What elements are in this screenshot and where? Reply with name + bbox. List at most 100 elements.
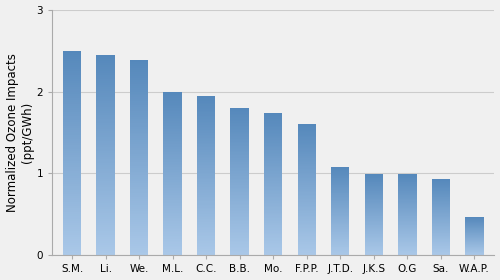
Bar: [432, 241, 450, 242]
Bar: [230, 129, 249, 130]
Bar: [465, 237, 483, 238]
Bar: [331, 196, 349, 197]
Bar: [230, 229, 249, 230]
Bar: [164, 239, 182, 241]
Bar: [298, 230, 316, 232]
Bar: [197, 155, 216, 157]
Bar: [164, 203, 182, 205]
Bar: [197, 217, 216, 219]
Bar: [130, 138, 148, 140]
Bar: [230, 127, 249, 129]
Bar: [164, 142, 182, 144]
Bar: [230, 146, 249, 148]
Bar: [96, 176, 115, 178]
Bar: [230, 114, 249, 115]
Bar: [432, 180, 450, 181]
Bar: [364, 242, 383, 243]
Bar: [230, 210, 249, 211]
Bar: [96, 206, 115, 207]
Bar: [264, 181, 282, 183]
Bar: [364, 201, 383, 202]
Bar: [96, 134, 115, 136]
Bar: [264, 156, 282, 157]
Bar: [230, 195, 249, 196]
Bar: [130, 197, 148, 199]
Bar: [63, 98, 82, 100]
Bar: [264, 247, 282, 248]
Bar: [398, 234, 416, 235]
Bar: [63, 141, 82, 143]
Bar: [364, 230, 383, 231]
Bar: [197, 166, 216, 168]
Bar: [96, 235, 115, 237]
Bar: [465, 254, 483, 255]
Bar: [465, 244, 483, 245]
Bar: [164, 177, 182, 178]
Bar: [432, 203, 450, 204]
Bar: [465, 223, 483, 224]
Bar: [298, 134, 316, 135]
Bar: [63, 106, 82, 108]
Bar: [230, 133, 249, 134]
Bar: [298, 181, 316, 182]
Bar: [96, 193, 115, 195]
Bar: [298, 211, 316, 212]
Bar: [331, 225, 349, 226]
Bar: [398, 240, 416, 241]
Bar: [96, 241, 115, 243]
Bar: [197, 233, 216, 235]
Bar: [130, 82, 148, 84]
Bar: [298, 171, 316, 173]
Bar: [230, 214, 249, 216]
Bar: [96, 55, 115, 57]
Bar: [63, 196, 82, 198]
Bar: [398, 193, 416, 194]
Bar: [298, 192, 316, 194]
Bar: [331, 202, 349, 203]
Bar: [398, 189, 416, 190]
Bar: [197, 213, 216, 214]
Bar: [331, 169, 349, 170]
Bar: [96, 101, 115, 103]
Bar: [197, 130, 216, 131]
Bar: [130, 121, 148, 123]
Bar: [264, 141, 282, 143]
Bar: [398, 243, 416, 244]
Bar: [264, 213, 282, 214]
Bar: [230, 196, 249, 198]
Bar: [63, 71, 82, 73]
Bar: [63, 151, 82, 153]
Bar: [63, 73, 82, 75]
Bar: [432, 248, 450, 249]
Bar: [130, 207, 148, 209]
Bar: [364, 218, 383, 219]
Bar: [465, 242, 483, 243]
Bar: [164, 223, 182, 224]
Bar: [197, 232, 216, 233]
Bar: [197, 204, 216, 206]
Bar: [298, 135, 316, 136]
Bar: [298, 233, 316, 234]
Bar: [398, 245, 416, 246]
Bar: [197, 106, 216, 108]
Bar: [130, 220, 148, 222]
Bar: [164, 195, 182, 196]
Bar: [298, 209, 316, 211]
Bar: [331, 251, 349, 252]
Bar: [432, 181, 450, 182]
Bar: [364, 190, 383, 191]
Bar: [130, 66, 148, 68]
Bar: [331, 193, 349, 194]
Bar: [130, 123, 148, 125]
Bar: [364, 228, 383, 229]
Bar: [298, 132, 316, 134]
Bar: [164, 234, 182, 236]
Bar: [298, 167, 316, 169]
Bar: [465, 224, 483, 225]
Bar: [96, 151, 115, 153]
Bar: [230, 192, 249, 193]
Bar: [63, 208, 82, 210]
Bar: [398, 192, 416, 193]
Bar: [298, 144, 316, 145]
Bar: [96, 125, 115, 127]
